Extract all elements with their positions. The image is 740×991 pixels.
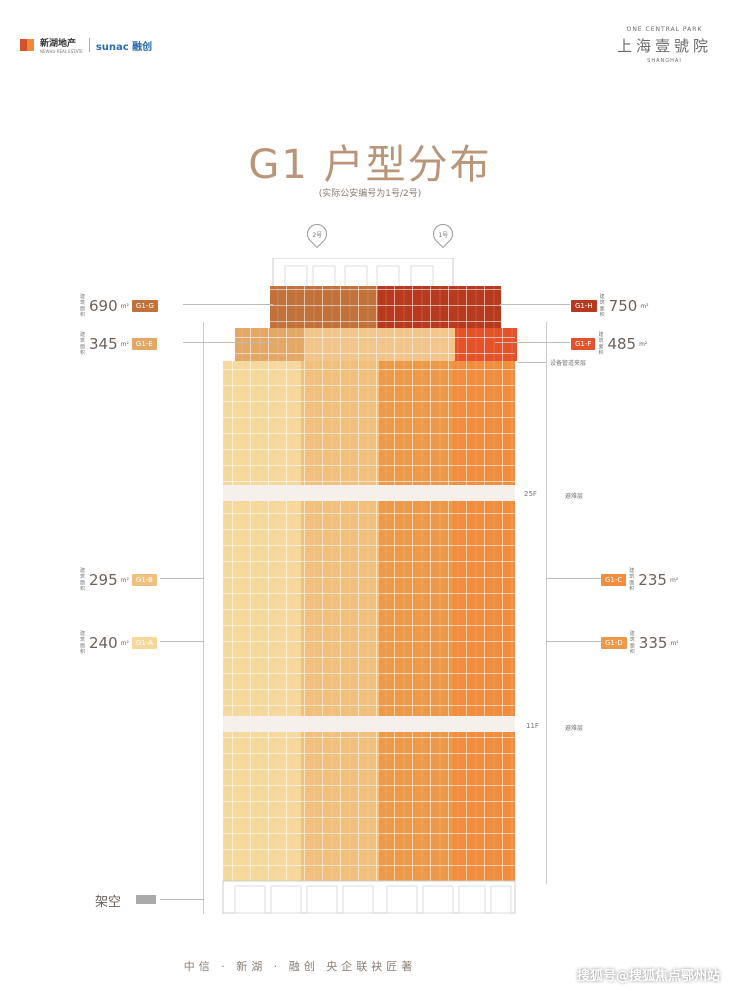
leader-g1d — [546, 641, 601, 642]
tag-g1f: G1-F — [571, 338, 596, 350]
location-pin-icon-2: 2号 — [302, 219, 332, 249]
project-logo-sub: SHANGHAI — [647, 58, 682, 64]
stilts-label: 架空 — [95, 895, 122, 910]
leader-g1a — [160, 641, 204, 642]
watermark: 搜狐号@搜狐焦点鄂州站 — [576, 969, 720, 984]
right-guide-line — [546, 322, 547, 884]
refuge-note-25: 避难层 — [565, 493, 584, 500]
unit-label-g1f: G1-F 建筑面积 485 m² — [571, 332, 647, 356]
building-elevation — [222, 258, 517, 914]
project-logo-cn: 上海壹號院 — [616, 37, 712, 55]
leader-g1f — [495, 342, 570, 343]
page-subtitle: (实际公安编号为1号/2号) — [318, 189, 422, 199]
stilts-swatch — [136, 895, 156, 904]
unit-label-g1d: G1-D 建筑面积 335 m² — [601, 631, 679, 655]
unit-label-g1c: G1-C 建筑面积 235 m² — [601, 568, 678, 592]
leader-g1g — [183, 304, 273, 305]
unit-label-g1a: 建筑面积 240 m² G1-A — [80, 631, 157, 655]
developer-logos: 新湖地产 NEWHU REAL ESTATE sunac 融创 — [20, 36, 152, 54]
footer-slogan: 中信 · 新湖 · 融创 央企联袂匠著 — [183, 960, 417, 973]
project-logo-en: ONE CENTRAL PARK — [626, 26, 703, 33]
page-title: G1 户型分布 — [248, 142, 492, 188]
tag-g1c: G1-C — [601, 574, 627, 586]
leader-stilts — [160, 899, 204, 900]
refuge-floor-25 — [223, 485, 515, 501]
location-pin-icon-1: 1号 — [428, 219, 458, 249]
unit-label-g1g: 建筑面积 690 m² G1-G — [80, 294, 158, 318]
leader-g1h — [500, 304, 570, 305]
tag-g1d: G1-D — [601, 637, 627, 649]
equipment-floor-note: 设备管道夹层 — [550, 360, 587, 367]
newhu-logo-icon — [20, 39, 34, 51]
floor-11-label: 11F — [526, 722, 539, 730]
unit-label-g1h: G1-H 建筑面积 750 m² — [571, 294, 649, 318]
leader-g1e — [183, 342, 273, 343]
roof-frame — [272, 258, 454, 289]
leader-g1c — [546, 578, 601, 579]
leader-equipment — [518, 362, 546, 363]
refuge-floor-11 — [223, 716, 515, 732]
logo-divider — [88, 38, 90, 52]
newhu-logo-text: 新湖地产 NEWHU REAL ESTATE — [40, 39, 83, 54]
unit-label-g1b: 建筑面积 295 m² G1-B — [80, 568, 157, 592]
project-logo: ONE CENTRAL PARK 上海壹號院 SHANGHAI — [617, 26, 712, 64]
sunac-logo: sunac 融创 — [95, 41, 153, 53]
tag-g1a: G1-A — [131, 637, 157, 649]
left-guide-line — [203, 322, 204, 914]
floor-25-label: 25F — [524, 490, 537, 498]
tag-g1b: G1-B — [131, 574, 157, 586]
refuge-note-11: 避难层 — [565, 725, 584, 732]
tag-g1e: G1-E — [131, 338, 157, 350]
unit-label-g1e: 建筑面积 345 m² G1-E — [80, 332, 157, 356]
tag-g1h: G1-H — [571, 300, 597, 312]
tag-g1g: G1-G — [131, 300, 158, 312]
leader-g1b — [160, 578, 204, 579]
